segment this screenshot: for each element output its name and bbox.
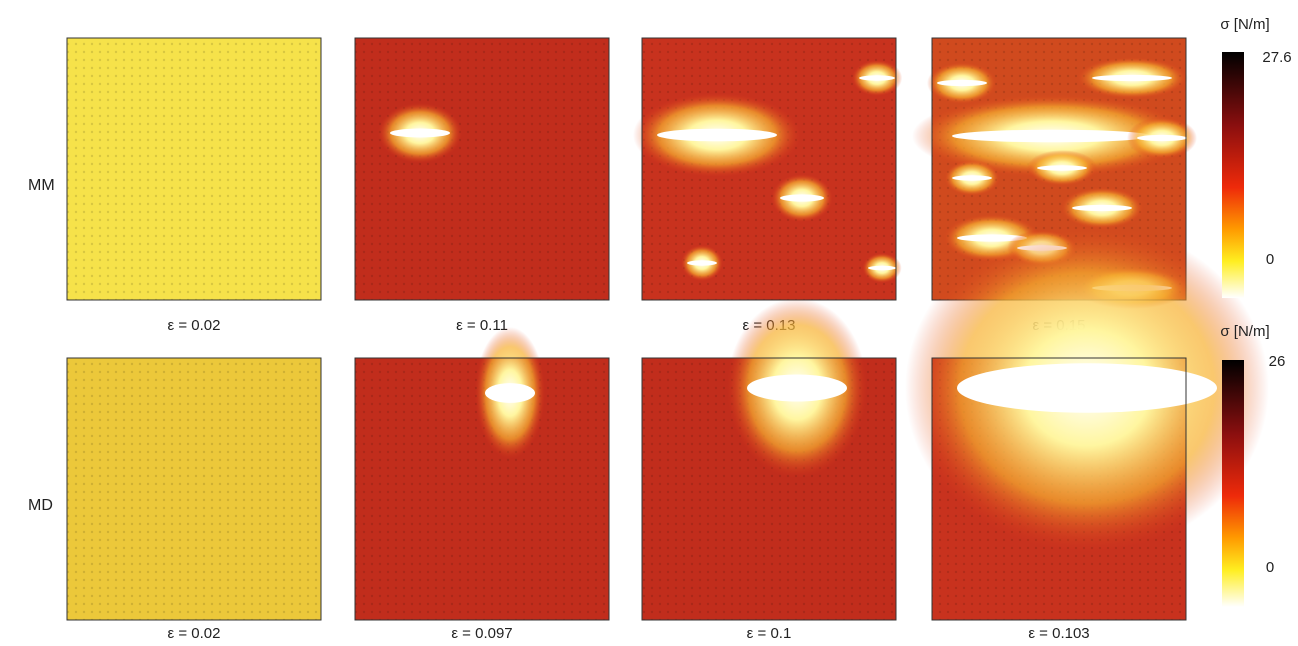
strain-label: ε = 0.11 — [456, 317, 508, 334]
crack — [1072, 204, 1132, 212]
crack — [747, 374, 847, 402]
crack — [390, 128, 450, 138]
colorbar — [1222, 52, 1244, 298]
colorbar-min-label: 0 — [1266, 559, 1274, 576]
strain-label: ε = 0.1 — [747, 625, 792, 642]
simulation-panel — [354, 327, 610, 621]
lattice-texture — [355, 38, 609, 300]
colorbar-title: σ [N/m] — [1220, 16, 1269, 33]
simulation-panel — [633, 37, 903, 301]
strain-label: ε = 0.02 — [168, 625, 221, 642]
lattice-texture — [67, 38, 321, 300]
crack — [952, 175, 992, 181]
crack — [1037, 165, 1087, 171]
strain-label: ε = 0.097 — [451, 625, 512, 642]
simulation-panel — [641, 298, 897, 621]
colorbar-min-label: 0 — [1266, 251, 1274, 268]
colorbar-max-label: 27.6 — [1262, 49, 1291, 66]
crack — [657, 128, 777, 142]
crack — [868, 265, 896, 271]
simulation-panel — [905, 223, 1269, 621]
colorbar-max-label: 26 — [1269, 353, 1286, 370]
crack — [859, 75, 895, 81]
crack — [937, 79, 987, 87]
panel-border — [66, 37, 322, 301]
panel-border — [66, 357, 322, 621]
row-label: MM — [28, 177, 55, 194]
simulation-panel — [66, 357, 322, 621]
panel-border — [354, 37, 610, 301]
strain-label: ε = 0.02 — [168, 317, 221, 334]
colorbar — [1222, 360, 1244, 607]
crack — [780, 194, 824, 202]
colorbar-title: σ [N/m] — [1220, 323, 1269, 340]
crack — [1137, 134, 1187, 142]
panel-border — [641, 37, 897, 301]
strain-label: ε = 0.103 — [1028, 625, 1089, 642]
crack — [687, 260, 717, 266]
crack — [952, 129, 1152, 143]
crack — [485, 383, 535, 403]
crack — [1092, 74, 1172, 82]
lattice-texture — [67, 358, 321, 620]
crack — [957, 363, 1217, 413]
simulation-panel — [354, 37, 610, 301]
simulation-panel — [66, 37, 322, 301]
panel-border — [641, 357, 897, 621]
panel-border — [354, 357, 610, 621]
panel-border — [931, 357, 1187, 621]
row-label: MD — [28, 497, 53, 514]
